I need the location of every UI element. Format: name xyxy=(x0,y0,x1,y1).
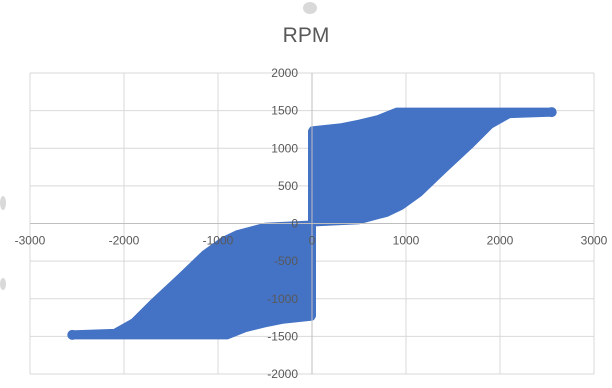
x-tick-label: 1000 xyxy=(393,234,420,248)
partial-icon xyxy=(303,2,317,14)
y-tick-label: 1500 xyxy=(271,104,298,118)
x-tick-label: -3000 xyxy=(15,234,46,248)
y-tick-label: -1500 xyxy=(267,329,298,343)
tick-labels: -3000 -2000 -1000 0 1000 2000 3000 -2000 -1500 -1… xyxy=(15,66,608,381)
y-tick-label: -2000 xyxy=(267,367,298,381)
partial-icon xyxy=(0,278,6,290)
axes xyxy=(30,73,594,374)
y-tick-label: 2000 xyxy=(271,66,298,80)
data-series xyxy=(67,107,557,340)
y-tick-label: 1000 xyxy=(271,141,298,155)
x-tick-label: 2000 xyxy=(487,234,514,248)
chart-title: RPM xyxy=(282,24,330,47)
x-tick-label: 0 xyxy=(309,234,316,248)
y-tick-label: -500 xyxy=(274,254,298,268)
x-tick-label: -2000 xyxy=(109,234,140,248)
y-tick-label: 0 xyxy=(291,217,298,231)
x-tick-label: -1000 xyxy=(203,234,234,248)
lower-data-band xyxy=(68,220,315,340)
y-tick-label: -1000 xyxy=(267,292,298,306)
upper-end-cap xyxy=(546,107,557,118)
lower-end-cap xyxy=(67,329,78,340)
x-tick-label: 3000 xyxy=(581,234,608,248)
upper-data-band xyxy=(309,107,556,227)
y-tick-label: 500 xyxy=(278,179,298,193)
partial-icon xyxy=(0,196,6,210)
